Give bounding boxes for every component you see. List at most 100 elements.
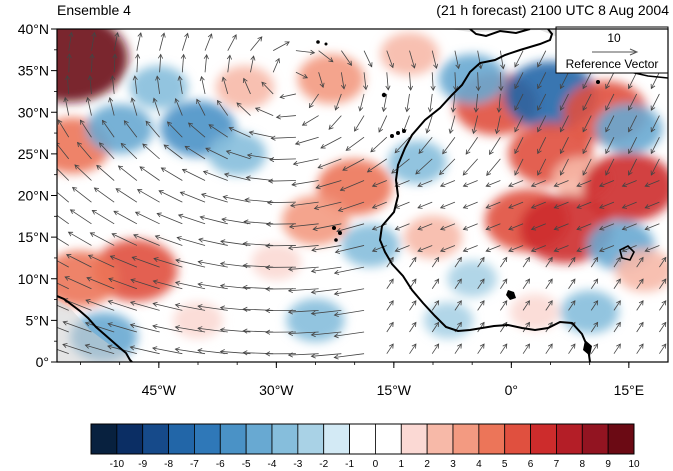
wind-vector	[89, 53, 95, 73]
wind-vector	[295, 71, 309, 79]
wind-vector	[310, 309, 342, 316]
colorbar-swatch	[349, 423, 376, 455]
wind-vector	[545, 278, 553, 289]
canary-island	[396, 131, 400, 135]
wind-vector	[196, 98, 206, 116]
wind-vector	[159, 32, 166, 51]
wind-vector	[590, 343, 599, 354]
wind-vector	[197, 259, 228, 268]
wind-vector	[117, 165, 138, 181]
wind-vector	[287, 352, 319, 358]
colorbar-swatch	[323, 423, 350, 455]
wind-vector	[129, 323, 160, 333]
wind-vector	[158, 190, 183, 203]
wind-vector	[313, 201, 342, 211]
colorbar-label: 5	[502, 459, 508, 470]
anomaly-blob	[57, 29, 129, 103]
wind-vector	[69, 209, 92, 225]
wind-vector	[333, 309, 365, 318]
wind-vector	[315, 180, 342, 190]
wind-vector	[582, 137, 592, 155]
wind-vector	[439, 158, 456, 176]
wind-vector	[67, 231, 92, 246]
wind-vector	[477, 278, 485, 289]
wind-vector	[108, 97, 115, 116]
wind-vector	[65, 254, 92, 268]
wind-vector	[659, 343, 667, 354]
wind-vector	[317, 158, 342, 169]
wind-vector	[514, 50, 524, 68]
lat-tick-label: 10°N	[18, 271, 49, 287]
reference-vector-box	[555, 26, 669, 74]
wind-vector	[598, 223, 615, 231]
wind-vector	[582, 158, 592, 176]
wind-vector	[537, 93, 547, 111]
wind-vector	[371, 201, 387, 209]
wind-vector	[205, 147, 228, 160]
wind-vector	[177, 213, 206, 225]
wind-vector	[462, 245, 478, 253]
wind-vector	[342, 158, 365, 171]
wind-vector	[462, 201, 478, 209]
wind-vector	[418, 136, 433, 154]
wind-vector	[301, 115, 319, 126]
colorbar-swatch	[530, 423, 557, 455]
wind-vector	[57, 142, 70, 160]
wind-vector	[431, 343, 440, 354]
wind-vector	[79, 119, 92, 138]
wind-vector	[425, 115, 433, 134]
wind-vector	[295, 49, 316, 55]
wind-vector	[292, 158, 319, 166]
wind-vector	[176, 236, 206, 246]
wind-vector	[200, 192, 228, 203]
wind-vector	[129, 300, 160, 311]
wind-vector	[130, 97, 138, 116]
wind-vector	[242, 77, 251, 95]
wind-vector	[204, 33, 213, 51]
colorbar-label: 8	[580, 459, 586, 470]
colorbar-swatch	[556, 423, 583, 455]
wind-vector	[310, 353, 342, 359]
wind-vector	[370, 136, 388, 153]
colorbar-swatch	[375, 423, 402, 455]
wind-vector	[500, 278, 508, 289]
wind-vector	[439, 180, 456, 188]
wind-vector	[465, 136, 478, 155]
wind-vector	[636, 343, 644, 354]
wind-vector	[394, 223, 410, 231]
wind-vector	[582, 115, 592, 133]
wind-vector	[537, 158, 547, 176]
wind-vector	[500, 256, 508, 268]
wind-vector	[559, 72, 569, 90]
wind-vector	[454, 300, 462, 311]
wind-vector	[152, 301, 183, 311]
wind-vector	[181, 32, 189, 51]
wind-vector	[489, 137, 501, 156]
wind-vector	[279, 93, 297, 100]
wind-vector	[155, 75, 161, 94]
wind-vector	[621, 180, 637, 188]
mediterranean-island	[596, 80, 600, 84]
colorbar: -10 -9 -8 -7 -6 -5 -4 -3 -2 -1 0 1 2 3 4 5 6 7 8 9 10	[90, 423, 640, 470]
wind-vector	[91, 31, 97, 51]
wind-vector	[334, 93, 342, 111]
wind-vector	[112, 53, 118, 73]
lake-volta	[583, 340, 592, 356]
anomaly-blob	[615, 248, 668, 293]
wind-vector	[265, 264, 296, 270]
wind-vector	[87, 75, 93, 94]
colorbar-swatch	[245, 423, 273, 455]
wind-vector	[650, 72, 660, 90]
wind-vector	[163, 144, 183, 160]
wind-vector	[454, 343, 462, 354]
canary-island	[402, 129, 406, 133]
wind-vector	[197, 304, 228, 311]
wind-vector	[174, 280, 206, 290]
wind-vector	[417, 223, 433, 231]
wind-vector	[294, 136, 319, 146]
wind-vector	[371, 223, 387, 231]
colorbar-swatch	[504, 423, 531, 455]
map-panel: 10 Reference Vector	[56, 26, 669, 363]
wind-vector	[157, 53, 164, 73]
wind-vector	[621, 223, 637, 231]
